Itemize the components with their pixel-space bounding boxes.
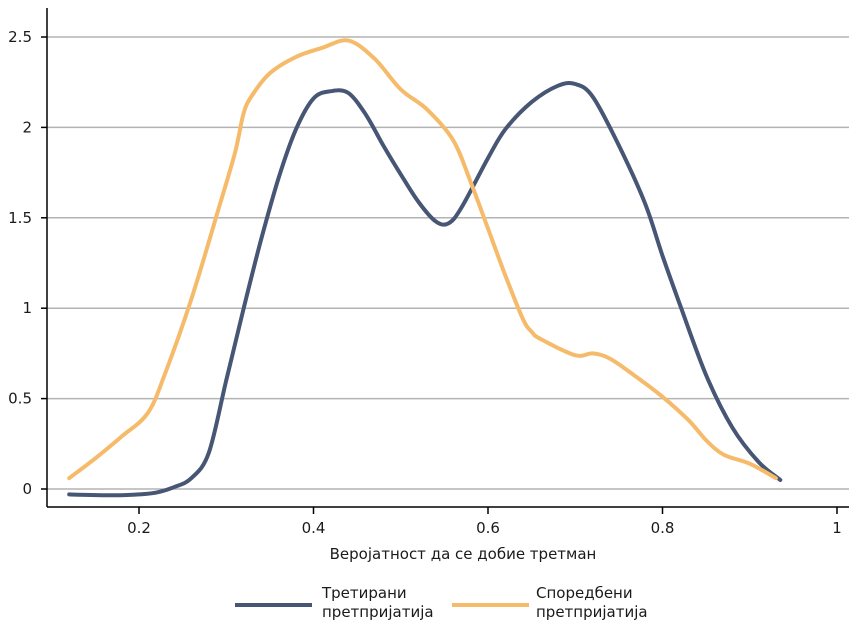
y-tick-label-2: 1	[22, 299, 32, 317]
y-tick-label-5: 2.5	[8, 28, 32, 46]
y-tick-label-1: 0.5	[8, 390, 32, 408]
legend-label-1: Споредбени претпријатија	[536, 584, 648, 621]
x-tick-label-0: 0.2	[127, 519, 151, 537]
y-tick-label-3: 1.5	[8, 209, 32, 227]
series-line-0	[67, 80, 783, 498]
x-tick-label-4: 1	[832, 519, 842, 537]
y-tick-label-0: 0	[22, 480, 32, 498]
gridlines	[47, 36, 849, 490]
x-tick-label-3: 0.8	[651, 519, 675, 537]
axes	[46, 8, 849, 508]
x-tick-label-2: 0.6	[476, 519, 500, 537]
y-tick-label-4: 2	[22, 118, 32, 136]
legend: Третирани претпријатија Споредбени претприј…	[235, 584, 648, 621]
legend-label-0: Третирани претпријатија	[321, 584, 434, 621]
x-tick-labels: 0.2 0.4 0.6 0.8 1	[127, 507, 842, 537]
x-axis-title: Веројатност да се добие третман	[330, 545, 597, 563]
series-lines	[67, 38, 783, 498]
series-line-1	[67, 38, 778, 481]
y-tick-labels: 0 0.5 1 1.5 2 2.5	[8, 28, 47, 498]
x-tick-label-1: 0.4	[302, 519, 326, 537]
